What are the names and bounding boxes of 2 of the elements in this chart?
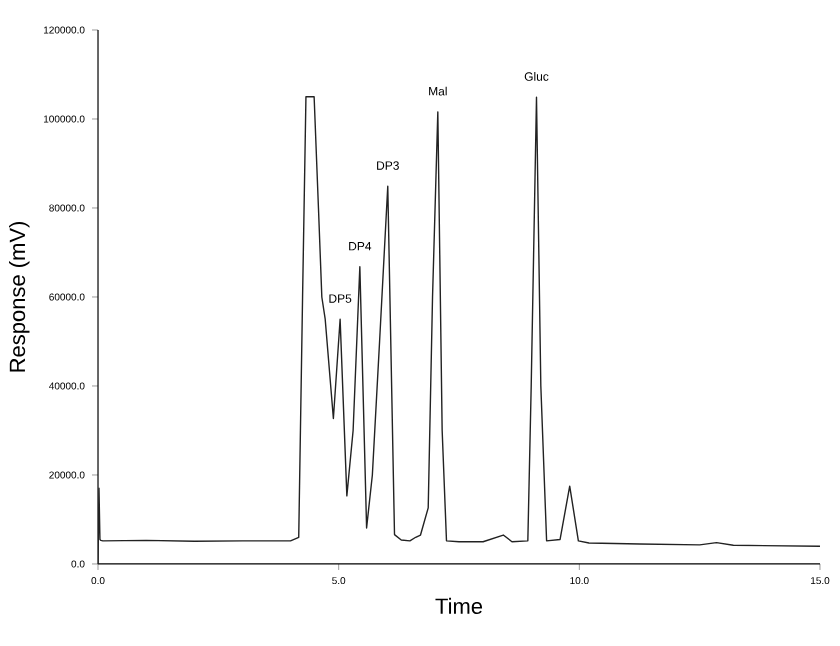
y-axis-title: Response (mV) bbox=[9, 221, 30, 372]
x-axis-title: Time bbox=[435, 597, 483, 615]
